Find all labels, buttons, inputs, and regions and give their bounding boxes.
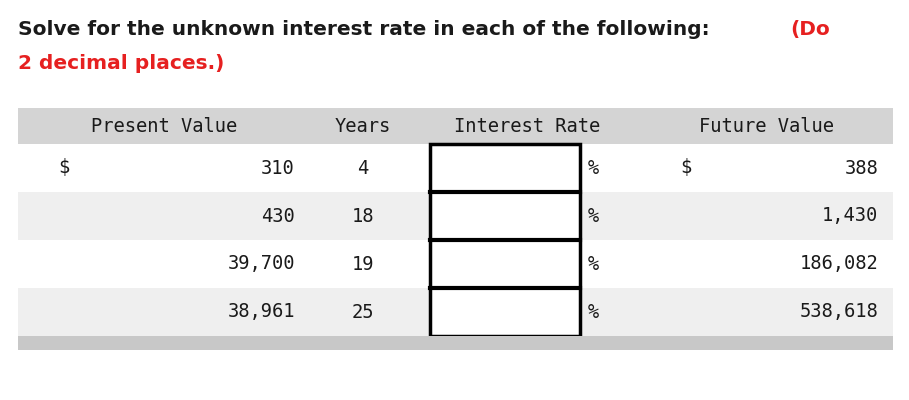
Text: (Do: (Do <box>790 20 830 39</box>
Bar <box>18 240 893 288</box>
Text: 388: 388 <box>844 158 878 178</box>
Text: 18: 18 <box>351 206 374 226</box>
Text: 430: 430 <box>261 206 295 226</box>
Text: $: $ <box>58 158 69 178</box>
Bar <box>18 108 893 144</box>
Text: %: % <box>588 158 599 178</box>
Text: Years: Years <box>335 116 391 136</box>
Text: 25: 25 <box>351 302 374 322</box>
Bar <box>18 192 893 240</box>
Text: 19: 19 <box>351 254 374 274</box>
Text: Interest Rate: Interest Rate <box>454 116 601 136</box>
Text: %: % <box>588 206 599 226</box>
Text: 1,430: 1,430 <box>822 206 878 226</box>
Text: %: % <box>588 302 599 322</box>
Bar <box>430 144 580 336</box>
Bar <box>18 144 893 192</box>
Text: $: $ <box>680 158 691 178</box>
Text: 2 decimal places.): 2 decimal places.) <box>18 54 225 73</box>
Text: Future Value: Future Value <box>699 116 834 136</box>
Text: 538,618: 538,618 <box>799 302 878 322</box>
Text: Present Value: Present Value <box>91 116 237 136</box>
Text: 186,082: 186,082 <box>799 254 878 274</box>
Text: 38,961: 38,961 <box>227 302 295 322</box>
Text: Solve for the unknown interest rate in each of the following:: Solve for the unknown interest rate in e… <box>18 20 716 39</box>
Bar <box>18 288 893 336</box>
Text: %: % <box>588 254 599 274</box>
Bar <box>18 336 893 350</box>
Text: 310: 310 <box>261 158 295 178</box>
Text: 4: 4 <box>357 158 368 178</box>
Text: 39,700: 39,700 <box>227 254 295 274</box>
